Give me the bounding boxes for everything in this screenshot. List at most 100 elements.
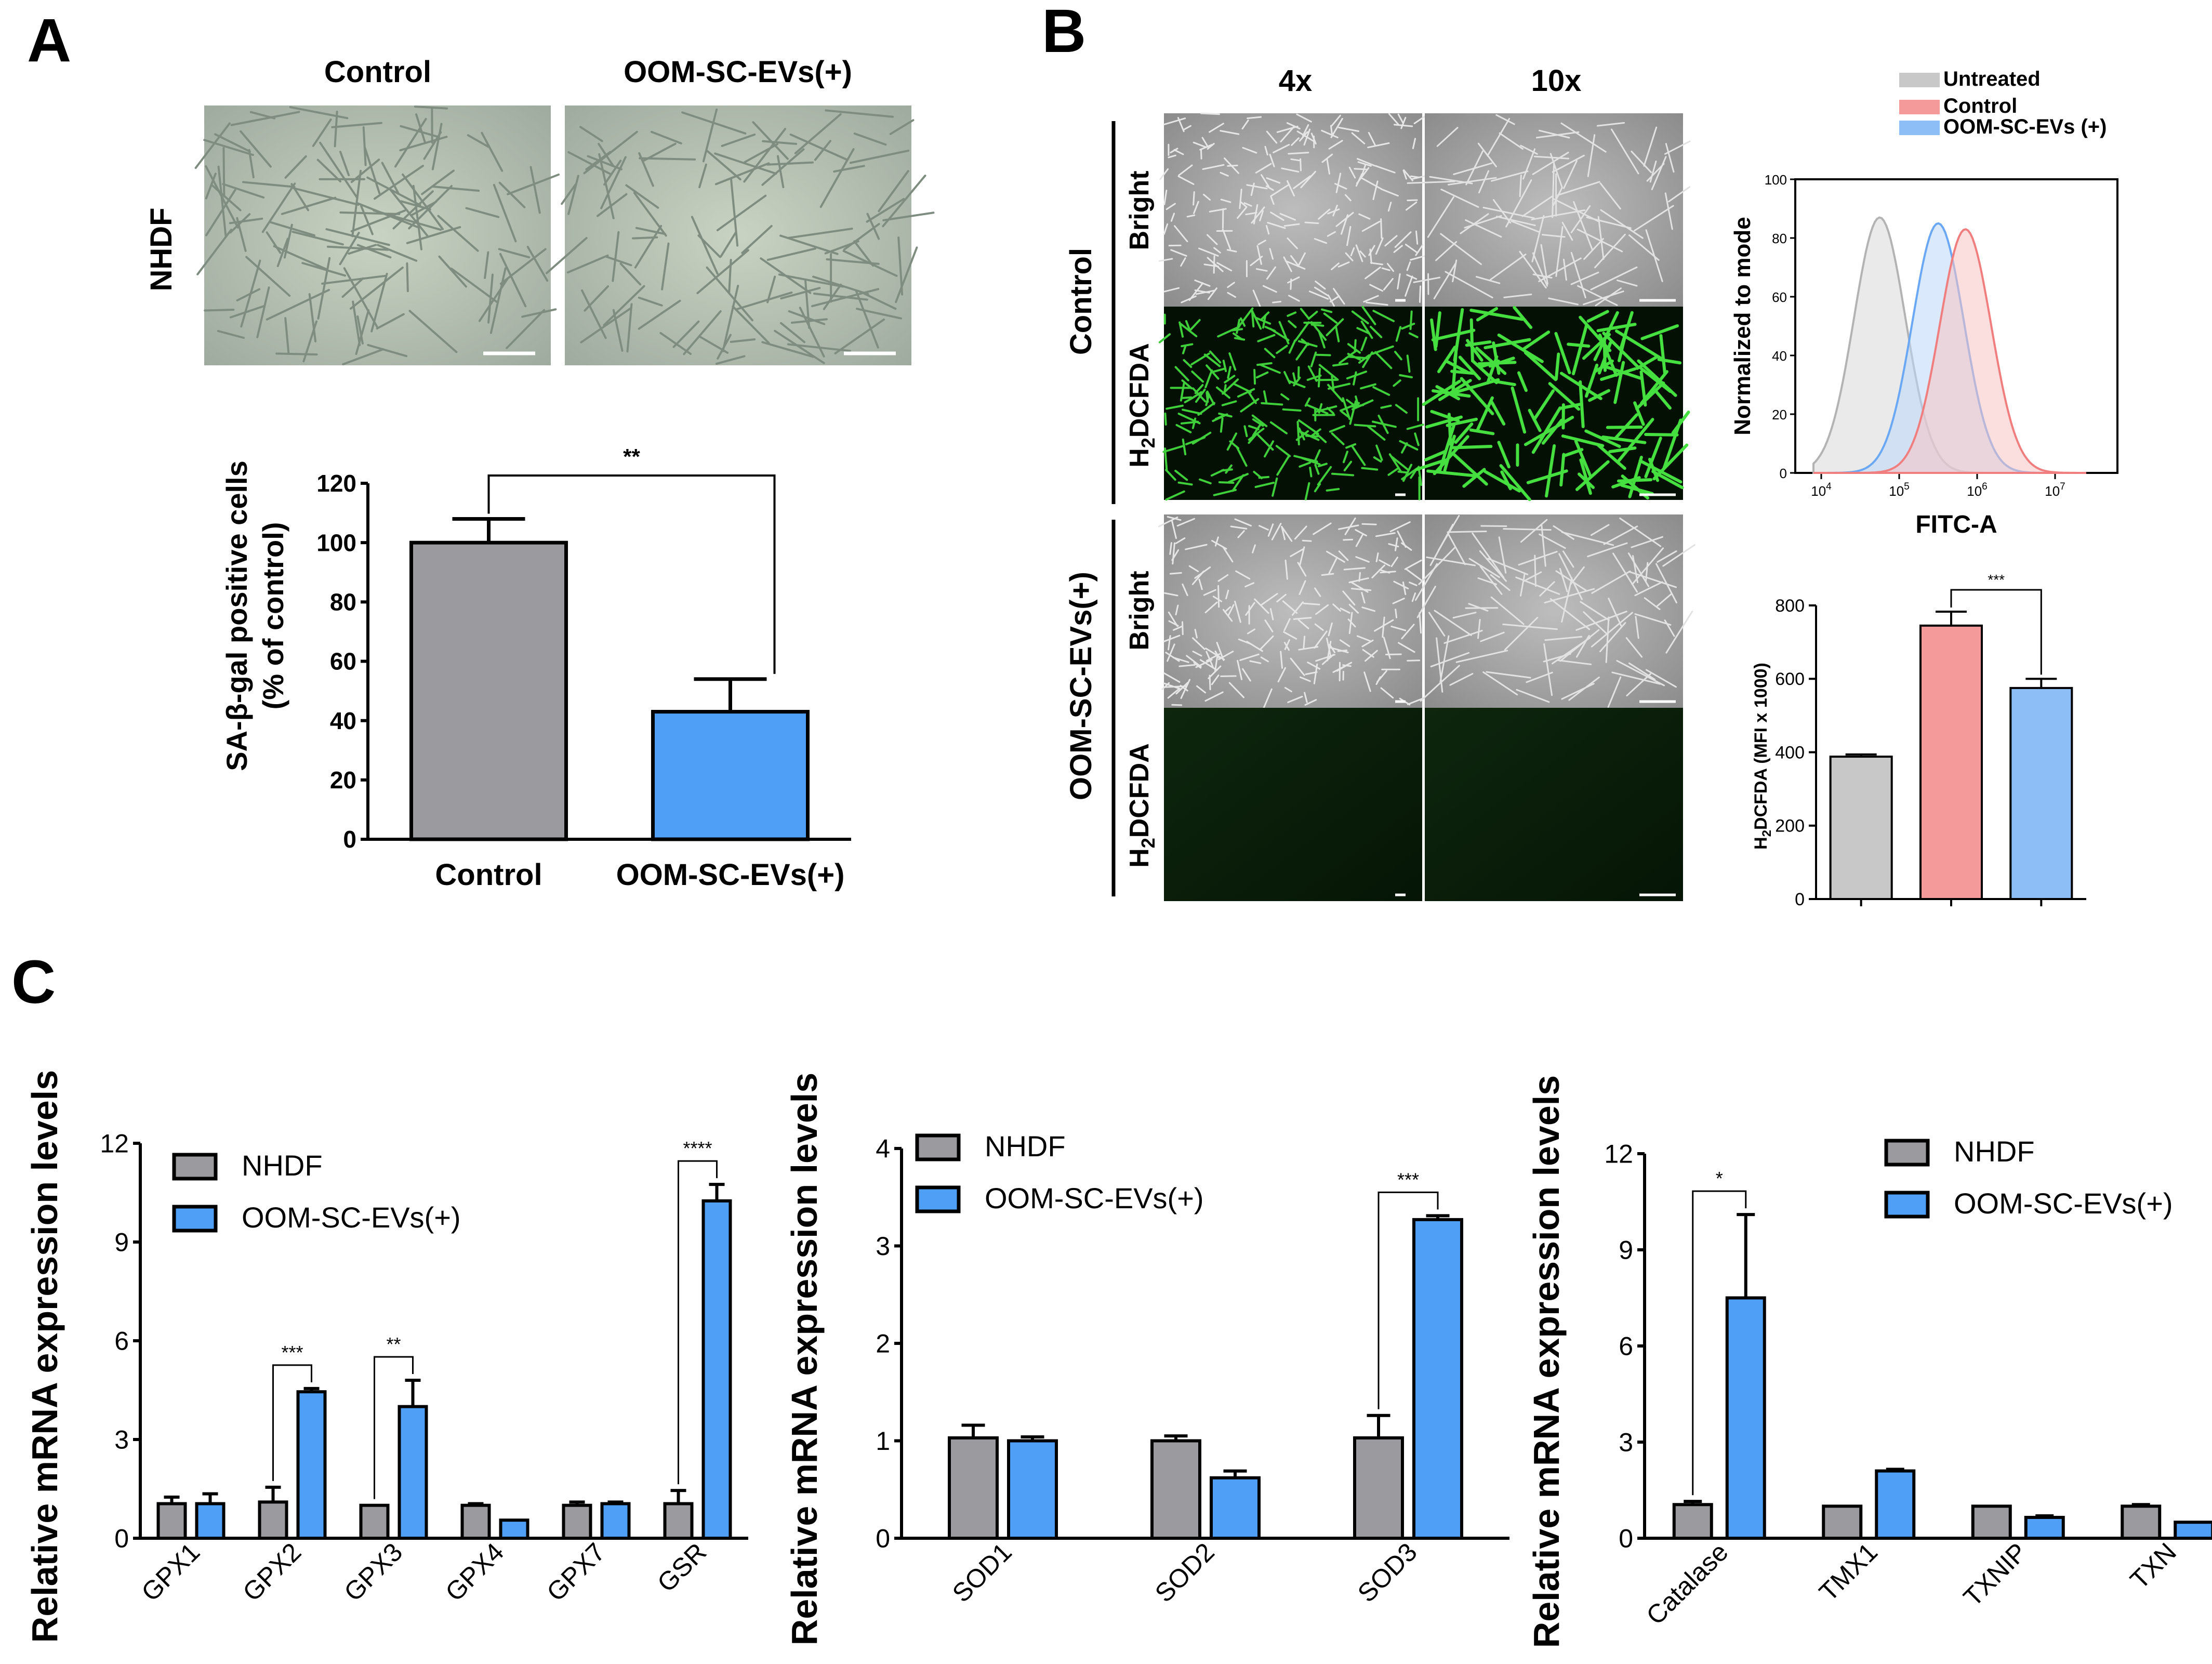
- legend-swatch-1: [172, 1205, 218, 1233]
- y-tick-label: 0: [1780, 466, 1787, 481]
- bar-tmx1-0: [1822, 1504, 1863, 1540]
- category-label: OOM-SC-EVs(+): [616, 858, 845, 892]
- category-label: Catalase: [1640, 1537, 1733, 1630]
- y-axis-label-line-2: (% of control): [257, 522, 289, 710]
- channel-label-bright-1: Bright: [1124, 170, 1155, 250]
- significance-label: ***: [1988, 572, 2005, 588]
- y-tick-label: 40: [1772, 348, 1787, 364]
- condition-label-control: Control: [1064, 248, 1098, 355]
- bar-gpx2-0: [258, 1500, 288, 1540]
- fluor-suffix: DCFDA: [1124, 343, 1155, 438]
- fluor-sub: 2: [1137, 438, 1159, 448]
- category-label: GPX7: [541, 1537, 611, 1607]
- category-label: SOD2: [1149, 1537, 1220, 1608]
- y-tick-label: 9: [114, 1228, 129, 1257]
- category-label: GPX3: [338, 1537, 408, 1607]
- significance-bracket: [487, 474, 776, 674]
- fluor-sub: 2: [1137, 838, 1159, 848]
- channel-label-fluor-2: H2DCFDA: [1124, 743, 1159, 868]
- bar-control-0: [409, 540, 568, 841]
- y-tick-label: 3: [1619, 1428, 1633, 1457]
- bright-control-10x: [1407, 113, 1691, 307]
- legend-swatch-0: [915, 1133, 961, 1161]
- bar-txn-1: [2174, 1521, 2212, 1540]
- y-tick-label: 6: [114, 1327, 129, 1356]
- y-tick-label: 100: [1765, 172, 1787, 188]
- bar-gsr-0: [663, 1502, 694, 1540]
- y-tick-label: 0: [1619, 1524, 1633, 1553]
- chart-a-senescence: 0 20 40 60 80 100 120 Control OOM-SC-EVs(+) ** SA-…: [220, 444, 851, 892]
- y-tick-label: 12: [1604, 1140, 1633, 1169]
- x-axis-label: FITC-A: [1915, 511, 1997, 538]
- bar-sod2-0: [1150, 1439, 1201, 1540]
- bar-gpx3-1: [398, 1405, 428, 1540]
- y-tick-label: 0: [343, 826, 356, 853]
- bar-gpx4-0: [460, 1503, 491, 1540]
- legend-swatch-0: [172, 1153, 218, 1181]
- significance-bracket: [374, 1356, 414, 1499]
- category-label: SOD1: [947, 1537, 1017, 1608]
- panel-letter-b: B: [1042, 0, 1086, 65]
- y-tick-label: 80: [1772, 231, 1787, 246]
- bar-sod3-0: [1353, 1436, 1404, 1540]
- bar-catalase-1: [1725, 1296, 1766, 1540]
- bar-gpx7-1: [600, 1502, 631, 1540]
- fluor-control-4x: [1158, 306, 1424, 501]
- y-tick-label: 80: [330, 588, 356, 615]
- x-tick-label: 107: [2045, 481, 2065, 499]
- y-axis-label: H2DCFDA (MFI x 1000): [1751, 663, 1774, 850]
- significance-bracket: [272, 1364, 312, 1481]
- significance-label: *: [1716, 1168, 1723, 1189]
- legend-label-0: NHDF: [985, 1130, 1066, 1163]
- significance-bracket: [678, 1160, 718, 1485]
- y-tick-label: 1: [876, 1427, 890, 1456]
- bar-gpx4-1: [499, 1518, 529, 1540]
- y-tick-label: 60: [330, 648, 356, 675]
- micrograph-row-label-nhdf: NHDF: [144, 207, 178, 291]
- bar-gsr-1: [701, 1199, 732, 1540]
- flow-legend-evs: OOM-SC-EVs (+): [1943, 115, 2107, 138]
- y-tick-label: 200: [1775, 816, 1805, 836]
- legend-swatch-0: [1884, 1139, 1930, 1167]
- bar-gpx7-0: [562, 1503, 592, 1540]
- chart-c-txn: 0 3 6 9 12 Catalase TMX1 TXNIP TXN * NHDF OOM-SC-EV…: [1526, 1075, 2212, 1648]
- channel-label-bright-2: Bright: [1124, 571, 1155, 650]
- micrograph-control: [194, 105, 560, 365]
- chart-b-mfi: 0 200 400 600 800 *** H2DCFDA (MFI x 1000): [1751, 572, 2086, 909]
- y-tick-label: 120: [316, 470, 356, 497]
- x-tick-label: 105: [1889, 481, 1910, 499]
- y-tick-label: 2: [876, 1329, 890, 1358]
- bar-txnip-1: [2024, 1515, 2065, 1540]
- significance-label: **: [623, 444, 640, 469]
- y-tick-label: 0: [876, 1524, 890, 1553]
- flow-legend-untreated: Untreated: [1943, 68, 2041, 90]
- bar-gpx1-1: [195, 1502, 226, 1540]
- y-tick-label: 3: [114, 1425, 129, 1455]
- significance-label: ***: [281, 1342, 303, 1363]
- panel-letter-c: C: [11, 948, 56, 1016]
- fluor-evs-4x: [1164, 708, 1422, 901]
- legend-label-1: OOM-SC-EVs(+): [1954, 1187, 2173, 1220]
- magnification-4x: 4x: [1279, 64, 1313, 98]
- y-tick-label: 0: [1795, 890, 1805, 909]
- histogram-control: [1813, 228, 2086, 474]
- legend-swatch-1: [1884, 1191, 1930, 1219]
- category-label: GPX4: [440, 1537, 509, 1607]
- bright-evs-10x: [1414, 514, 1696, 708]
- bar-sod2-1: [1210, 1476, 1261, 1540]
- legend-label-1: OOM-SC-EVs(+): [242, 1201, 461, 1234]
- bar-gpx3-0: [359, 1503, 390, 1540]
- legend-label-1: OOM-SC-EVs(+): [985, 1182, 1204, 1214]
- y-tick-label: 60: [1772, 289, 1787, 305]
- y-tick-label: 9: [1619, 1236, 1633, 1265]
- y-tick-label: 6: [1619, 1332, 1633, 1361]
- category-label: SOD3: [1352, 1537, 1423, 1608]
- x-tick-label: 104: [1811, 481, 1832, 499]
- x-tick-label: 106: [1967, 481, 1988, 499]
- bar-oom-sc-evs--0: [651, 710, 810, 841]
- bar-sod1-1: [1007, 1439, 1058, 1540]
- y-tick-label: 40: [330, 707, 356, 734]
- bar-txn-0: [2121, 1504, 2162, 1540]
- chart-b-flow-histogram: 0 20 40 60 80 100 104 105 106 107 FITC-A Normalized…: [1730, 172, 2118, 538]
